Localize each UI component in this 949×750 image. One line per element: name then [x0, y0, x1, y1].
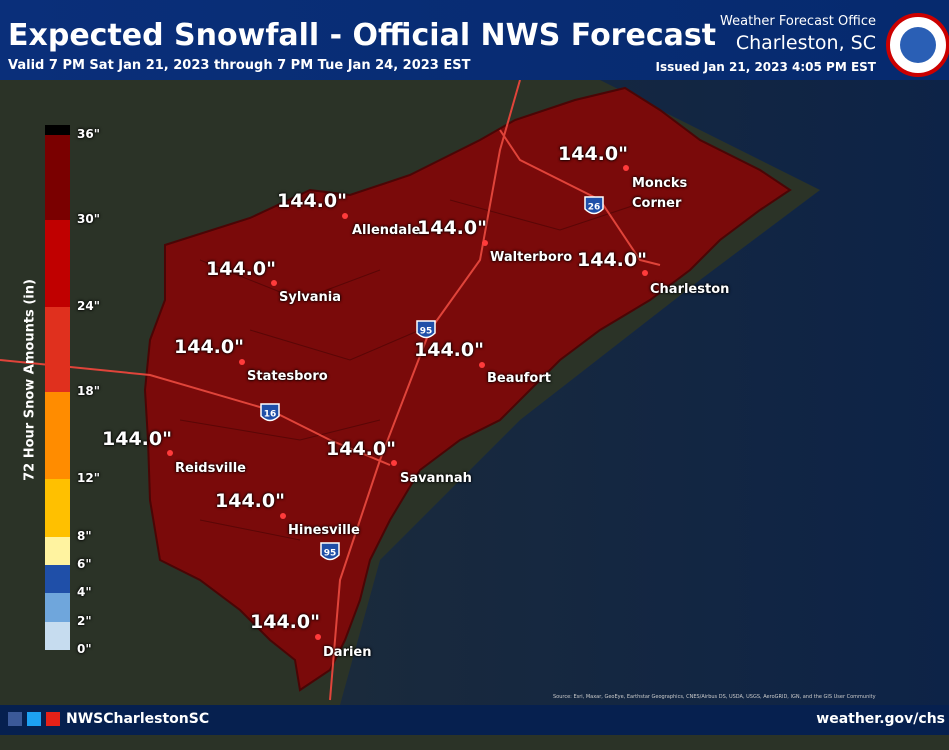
amount-label: 144.0": [414, 339, 484, 361]
website[interactable]: weather.gov/chs: [816, 711, 945, 727]
city-label: Moncks Corner: [632, 176, 688, 211]
social[interactable]: NWSCharlestonSC: [66, 711, 210, 727]
legend-swatch: [45, 392, 70, 479]
amount-label: 144.0": [206, 258, 276, 280]
legend-swatch: [45, 565, 70, 593]
highway-shield: [584, 196, 604, 215]
amount-label: 144.0": [174, 336, 244, 358]
amount-label: 144.0": [250, 611, 320, 633]
amount-label: 144.0": [577, 249, 647, 271]
legend-tick: 6": [77, 557, 92, 571]
highway-shield: [416, 320, 436, 339]
office: Charleston, SC: [735, 32, 876, 54]
legend-tick: 2": [77, 614, 92, 628]
amount-label: 144.0": [102, 428, 172, 450]
header-bar: [0, 0, 949, 80]
city-dot: [271, 280, 277, 286]
nws-logo-inner: [900, 27, 936, 63]
city-dot: [642, 270, 648, 276]
legend-tick: 18": [77, 384, 100, 398]
legend-swatch: [45, 307, 70, 392]
legend-tick: 36": [77, 127, 100, 141]
city-label: Allendale: [352, 223, 421, 238]
credits: Source: Esri, Maxar, GeoEye, Earthstar G…: [553, 694, 876, 700]
city-dot: [623, 165, 629, 171]
highway-shield: [260, 403, 280, 422]
amount-label: 144.0": [326, 438, 396, 460]
amount-label: 144.0": [215, 490, 285, 512]
amount-label: 144.0": [417, 217, 487, 239]
city-label: Charleston: [650, 282, 730, 297]
title: Expected Snowfall - Official NWS Forecas…: [8, 18, 717, 53]
legend-swatch: [45, 135, 70, 220]
county-lines: [179, 199, 651, 541]
legend-tick: 4": [77, 585, 92, 599]
city-dot: [315, 634, 321, 640]
city-label: Statesboro: [247, 369, 328, 384]
city-dot: [239, 359, 245, 365]
footer-bar: [0, 705, 949, 735]
amount-label: 144.0": [558, 143, 628, 165]
highway-number: 16: [264, 410, 277, 420]
city-label: Darien: [323, 645, 372, 660]
highway-number: 26: [588, 203, 601, 213]
highway-number: 95: [324, 549, 337, 559]
city-dot: [391, 460, 397, 466]
city-dot: [280, 513, 286, 519]
city-label: Walterboro: [490, 250, 573, 265]
legend-swatch: [45, 479, 70, 537]
twitter-icon: [27, 712, 41, 726]
legend-tick: 24": [77, 299, 100, 313]
legend-tick: 30": [77, 212, 100, 226]
amount-label: 144.0": [277, 190, 347, 212]
legend-swatch: [45, 220, 70, 307]
city-label: Hinesville: [288, 523, 360, 538]
city-label: Reidsville: [175, 461, 246, 476]
legend-tick: 0": [77, 642, 92, 656]
legend-tick: 12": [77, 471, 100, 485]
legend-swatch: [45, 537, 70, 565]
subtitle: Valid 7 PM Sat Jan 21, 2023 through 7 PM…: [8, 58, 471, 73]
snow-region: [143, 86, 792, 692]
youtube-icon: [46, 712, 60, 726]
issued: Issued Jan 21, 2023 4:05 PM EST: [655, 60, 876, 74]
highway-number: 95: [420, 327, 433, 337]
highway-shield: [320, 542, 340, 561]
legend-title: 72 Hour Snow Amounts (in): [22, 279, 38, 481]
ocean: [340, 80, 949, 705]
legend-tick: 8": [77, 529, 92, 543]
city-label: Beaufort: [487, 371, 551, 386]
legend-swatch: [45, 593, 70, 622]
city-dot: [479, 362, 485, 368]
city-dot: [482, 240, 488, 246]
city-label: Savannah: [400, 471, 472, 486]
city-label: Sylvania: [279, 290, 342, 305]
city-dot: [167, 450, 173, 456]
legend-swatch: [45, 622, 70, 650]
facebook-icon: [8, 712, 22, 726]
office-label: Weather Forecast Office: [720, 14, 876, 29]
city-dot: [342, 213, 348, 219]
